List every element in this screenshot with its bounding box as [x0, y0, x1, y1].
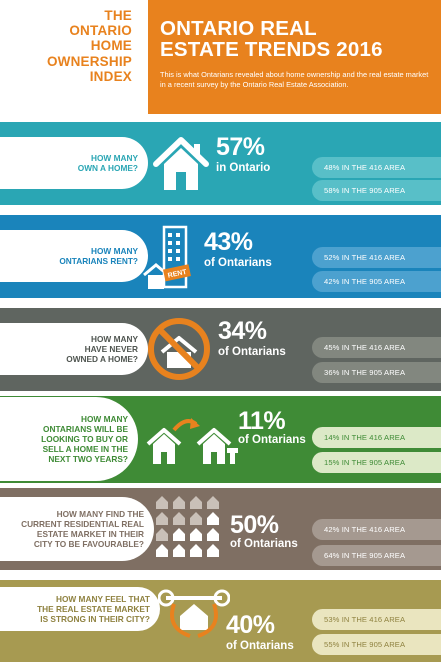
stat-percent: 43% [204, 228, 253, 256]
brand-line: THE [104, 8, 132, 23]
brand-line: ONTARIO [69, 23, 132, 39]
question-line: HOW MANY [90, 246, 138, 256]
question-line: SELL A HOME IN THE [42, 444, 128, 454]
stat-caption: of Ontarians [238, 434, 306, 446]
question-line: ONTARIANS WILL BE [43, 424, 128, 434]
section-never-owned: HOW MANY HAVE NEVER OWNED A HOME? 34% of… [0, 308, 441, 391]
stat-caption: of Ontarians [230, 538, 298, 550]
rent-building-icon: RENT [143, 225, 191, 289]
stat-416-area: 42% IN THE 416 AREA [312, 519, 441, 540]
house-icon [153, 137, 209, 190]
section-own-home: HOW MANY OWN A HOME? 57% in Ontario 48% … [0, 122, 441, 205]
strong-house-icon [158, 589, 230, 638]
question-label: HOW MANY ONTARIANS RENT? [0, 230, 148, 282]
section-favourable-market: HOW MANY FIND THE CURRENT RESIDENTIAL RE… [0, 488, 441, 570]
title-line: ESTATE TRENDS 2016 [160, 38, 383, 61]
stat-905-area: 36% IN THE 905 AREA [312, 362, 441, 383]
stat-percent: 11% [238, 407, 286, 435]
question-line: HOW MANY [90, 153, 138, 163]
question-label: HOW MANY FIND THE CURRENT RESIDENTIAL RE… [0, 497, 154, 561]
brand-line: HOME [90, 38, 132, 54]
question-line: HOW MANY FEEL THAT [55, 594, 150, 604]
stat-caption: of Ontarians [204, 257, 272, 269]
section-buy-sell: HOW MANY ONTARIANS WILL BE LOOKING TO BU… [0, 396, 441, 483]
title-line: ONTARIO REAL [160, 17, 317, 40]
question-line: IS STRONG IN THEIR CITY? [40, 614, 150, 624]
question-line: ESTATE MARKET IN THEIR [36, 529, 144, 539]
stat-416-area: 52% IN THE 416 AREA [312, 247, 441, 268]
question-line: CURRENT RESIDENTIAL REAL [21, 519, 144, 529]
stat-416-area: 53% IN THE 416 AREA [312, 609, 441, 630]
section-rent: HOW MANY ONTARIANS RENT? RENT 43% of Ont… [0, 215, 441, 298]
header: THE ONTARIO HOME OWNERSHIP INDEX ONTARIO… [0, 0, 441, 118]
question-line: LOOKING TO BUY OR [41, 434, 128, 444]
question-label: HOW MANY FEEL THAT THE REAL ESTATE MARKE… [0, 587, 160, 631]
question-line: HOW MANY [90, 334, 138, 344]
stat-416-area: 14% IN THE 416 AREA [312, 427, 441, 448]
brand-line: INDEX [89, 68, 132, 84]
stat-905-area: 58% IN THE 905 AREA [312, 180, 441, 201]
question-line: THE REAL ESTATE MARKET [37, 604, 150, 614]
brand-line: OWNERSHIP [46, 53, 132, 69]
question-line: HOW MANY [80, 414, 128, 424]
no-house-icon [148, 318, 210, 380]
page-title: ONTARIO REAL ESTATE TRENDS 2016 [160, 18, 431, 60]
question-line: ONTARIANS RENT? [59, 256, 138, 266]
section-strong-market: HOW MANY FEEL THAT THE REAL ESTATE MARKE… [0, 580, 441, 662]
rent-sign-text: RENT [167, 269, 188, 280]
question-line: CITY TO BE FAVOURABLE? [33, 539, 144, 549]
brand-title: THE ONTARIO HOME OWNERSHIP INDEX [0, 8, 142, 84]
question-label: HOW MANY ONTARIANS WILL BE LOOKING TO BU… [0, 397, 138, 481]
stat-percent: 40% [226, 611, 275, 639]
house-grid-icon [156, 496, 219, 557]
house-move-icon [146, 418, 238, 464]
stat-905-area: 64% IN THE 905 AREA [312, 545, 441, 566]
question-line: HOW MANY FIND THE [56, 509, 144, 519]
question-label: HOW MANY HAVE NEVER OWNED A HOME? [0, 323, 148, 375]
stat-caption: of Ontarians [218, 346, 286, 358]
stat-percent: 34% [218, 317, 267, 345]
stat-caption: in Ontario [216, 162, 271, 174]
stat-905-area: 42% IN THE 905 AREA [312, 271, 441, 292]
title-box: ONTARIO REAL ESTATE TRENDS 2016 This is … [148, 0, 441, 114]
stat-905-area: 55% IN THE 905 AREA [312, 634, 441, 655]
question-line: OWNED A HOME? [66, 354, 138, 364]
stat-416-area: 48% IN THE 416 AREA [312, 157, 441, 178]
question-line: NEXT TWO YEARS? [48, 454, 128, 464]
question-line: HAVE NEVER [84, 344, 138, 354]
stat-caption: of Ontarians [226, 640, 294, 652]
stat-416-area: 45% IN THE 416 AREA [312, 337, 441, 358]
stat-percent: 57% [216, 133, 265, 161]
stat-905-area: 15% IN THE 905 AREA [312, 452, 441, 473]
page-subtitle: This is what Ontarians revealed about ho… [160, 70, 429, 89]
question-label: HOW MANY OWN A HOME? [0, 137, 148, 189]
stat-percent: 50% [230, 511, 279, 539]
question-line: OWN A HOME? [77, 163, 138, 173]
